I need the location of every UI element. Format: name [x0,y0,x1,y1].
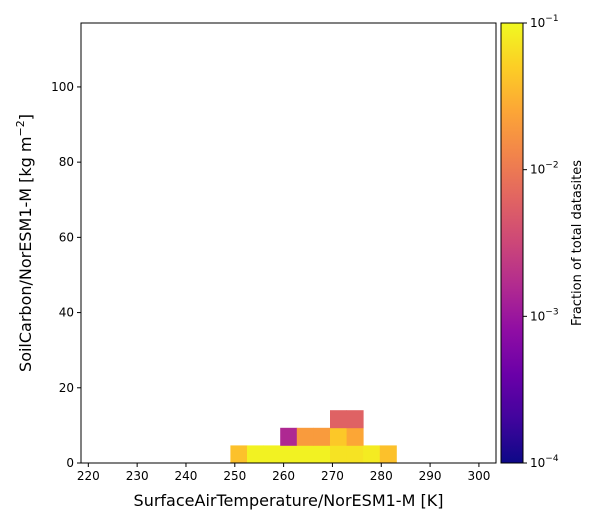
heatmap-cell [363,445,381,464]
x-tick-label: 270 [321,469,344,483]
y-tick-label: 40 [59,306,74,320]
heatmap-cell [280,445,298,464]
y-axis-ticks: 0 20 40 60 80 100 [51,80,81,470]
colorbar-label: Fraction of total datasites [570,160,585,326]
heatmap-cell [296,427,314,446]
colorbar-tick-label: 10−3 [530,307,559,323]
x-axis-label: SurfaceAirTemperature/NorESM1-M [K] [134,491,444,510]
heatmap-cell [346,445,364,464]
colorbar [500,22,524,464]
heatmap-cell [230,445,248,464]
heatmap-cell [296,445,314,464]
colorbar-tick-label: 10−1 [530,14,559,30]
x-tick-label: 250 [223,469,246,483]
heatmap-cell [247,445,264,464]
heatmap-cell [330,427,347,446]
y-axis-label: SoilCarbon/NorESM1-M [kg m−2] [14,114,35,372]
y-tick-label: 100 [51,80,74,94]
heatmap-cell [313,427,331,446]
heatmap-cell [346,427,364,446]
colorbar-tick-label: 10−2 [530,161,559,177]
heatmap-cell [346,410,364,429]
x-tick-label: 260 [272,469,295,483]
y-tick-label: 80 [59,155,74,169]
y-tick-label: 20 [59,381,74,395]
x-tick-label: 240 [175,469,198,483]
y-tick-label: 60 [59,230,74,244]
x-tick-label: 220 [77,469,100,483]
heatmap-cell [330,410,347,429]
y-tick-label: 0 [66,456,74,470]
plot-area-frame [80,22,497,464]
x-tick-label: 280 [370,469,393,483]
heatmap-cell [263,445,281,464]
colorbar-tick-label: 10−4 [530,454,559,470]
colorbar-ticks: 10−1 10−2 10−3 10−4 [523,14,559,470]
x-tick-label: 300 [467,469,490,483]
heatmap-cells [230,410,397,464]
heatmap-cell [313,445,331,464]
heatmap-cell [330,445,347,464]
x-tick-label: 230 [126,469,149,483]
x-axis-ticks: 220 230 240 250 260 270 280 290 300 [77,463,490,483]
x-tick-label: 290 [419,469,442,483]
heatmap-cell [280,427,298,446]
heatmap-cell [379,445,397,464]
